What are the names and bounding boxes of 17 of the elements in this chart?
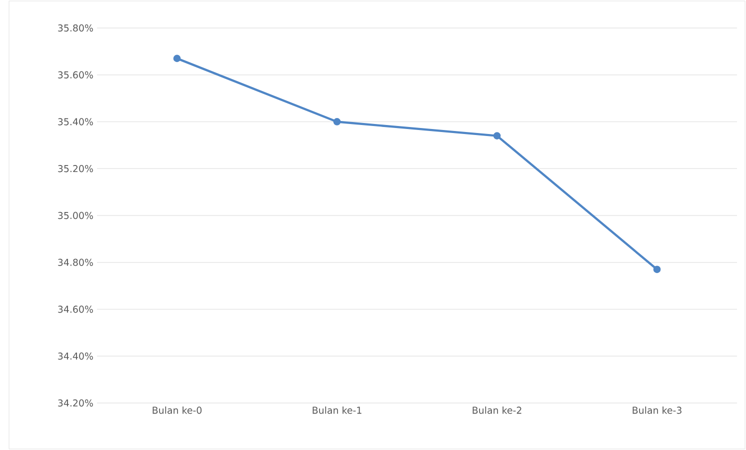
y-tick-label: 34.40% <box>58 352 93 360</box>
point <box>333 118 341 126</box>
x-tick-label: Bulan ke-2 <box>472 406 522 414</box>
y-tick-label: 35.60% <box>58 71 93 78</box>
point <box>173 54 181 62</box>
y-tick-label: 34.20% <box>58 399 93 407</box>
point <box>493 132 501 140</box>
y-tick-label: 35.80% <box>58 24 93 32</box>
point <box>653 266 661 274</box>
x-tick-label: Bulan ke-3 <box>632 406 682 414</box>
y-tick-label: 34.60% <box>58 306 93 313</box>
y-tick-label: 35.20% <box>58 165 93 172</box>
y-tick-label: 35.40% <box>58 118 93 126</box>
x-tick-label: Bulan ke-1 <box>312 406 362 414</box>
y-tick-label: 35.00% <box>58 212 93 220</box>
y-tick-label: 34.80% <box>58 258 93 266</box>
x-tick-label: Bulan ke-0 <box>152 406 202 414</box>
